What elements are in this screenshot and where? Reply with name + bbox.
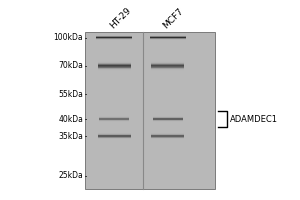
Bar bbox=[100, 121, 129, 122]
Text: MCF7: MCF7 bbox=[161, 6, 185, 30]
Bar bbox=[98, 61, 131, 62]
Bar bbox=[153, 118, 183, 119]
Bar bbox=[152, 138, 184, 139]
Bar bbox=[98, 132, 131, 133]
Text: 25kDa: 25kDa bbox=[58, 171, 83, 180]
Bar bbox=[152, 70, 184, 71]
Bar bbox=[150, 39, 186, 40]
Bar bbox=[85, 32, 215, 189]
Text: 70kDa: 70kDa bbox=[58, 61, 83, 70]
Bar bbox=[153, 117, 183, 118]
Bar bbox=[100, 119, 129, 120]
Bar bbox=[98, 137, 131, 138]
Bar bbox=[98, 139, 131, 140]
Bar bbox=[150, 35, 186, 36]
Bar bbox=[100, 118, 129, 119]
Bar bbox=[98, 133, 131, 134]
Bar bbox=[98, 63, 131, 64]
Bar bbox=[152, 137, 184, 138]
Bar bbox=[100, 117, 129, 118]
Bar bbox=[98, 70, 131, 71]
Text: ADAMDEC1: ADAMDEC1 bbox=[230, 115, 278, 124]
Bar bbox=[153, 121, 183, 122]
Bar bbox=[152, 139, 184, 140]
Bar bbox=[98, 67, 131, 68]
Bar bbox=[98, 69, 131, 70]
Bar bbox=[150, 38, 186, 39]
Bar bbox=[152, 136, 184, 137]
Bar bbox=[97, 39, 132, 40]
Bar bbox=[150, 36, 186, 37]
Bar bbox=[152, 62, 184, 63]
Bar bbox=[98, 136, 131, 137]
Bar bbox=[152, 133, 184, 134]
Bar bbox=[152, 64, 184, 65]
Bar bbox=[100, 120, 129, 121]
Bar bbox=[152, 61, 184, 62]
Bar bbox=[98, 135, 131, 136]
Text: 100kDa: 100kDa bbox=[53, 33, 83, 42]
Bar bbox=[97, 35, 132, 36]
Bar bbox=[97, 36, 132, 37]
Bar bbox=[97, 37, 132, 38]
Text: 35kDa: 35kDa bbox=[58, 132, 83, 141]
Bar bbox=[152, 67, 184, 68]
Bar bbox=[97, 38, 132, 39]
Bar bbox=[152, 134, 184, 135]
Bar bbox=[152, 65, 184, 66]
Bar bbox=[98, 68, 131, 69]
Bar bbox=[152, 69, 184, 70]
Bar bbox=[152, 68, 184, 69]
Text: 55kDa: 55kDa bbox=[58, 90, 83, 99]
Bar bbox=[153, 120, 183, 121]
Bar bbox=[98, 134, 131, 135]
Bar bbox=[150, 37, 186, 38]
Bar bbox=[98, 62, 131, 63]
Bar bbox=[98, 65, 131, 66]
Bar bbox=[153, 116, 183, 117]
Bar bbox=[152, 135, 184, 136]
Bar bbox=[100, 116, 129, 117]
Bar bbox=[152, 132, 184, 133]
Bar bbox=[98, 64, 131, 65]
Bar bbox=[152, 63, 184, 64]
Bar bbox=[98, 66, 131, 67]
Text: 40kDa: 40kDa bbox=[58, 115, 83, 124]
Text: HT-29: HT-29 bbox=[108, 5, 133, 30]
Bar bbox=[98, 138, 131, 139]
Bar bbox=[152, 66, 184, 67]
Bar bbox=[153, 119, 183, 120]
